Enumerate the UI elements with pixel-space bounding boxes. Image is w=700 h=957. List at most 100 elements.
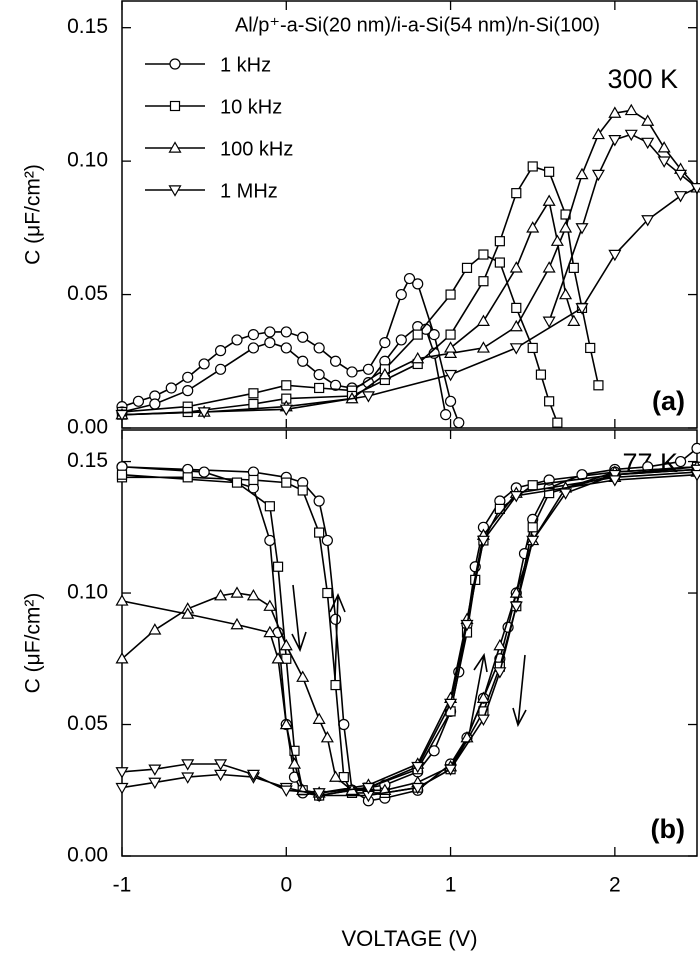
- marker: [248, 388, 259, 399]
- arrow-up: [329, 593, 346, 681]
- marker: [657, 156, 671, 168]
- marker: [361, 782, 375, 795]
- marker: [585, 342, 596, 354]
- arrow-down: [512, 654, 527, 728]
- marker: [314, 527, 325, 538]
- marker: [412, 278, 424, 290]
- marker: [279, 785, 293, 797]
- x-tick-label: 0: [280, 874, 292, 897]
- marker: [148, 764, 162, 776]
- marker: [527, 161, 538, 172]
- marker: [346, 366, 358, 378]
- marker: [674, 169, 688, 182]
- y-axis-label: C (μF/cm²): [22, 593, 45, 694]
- marker: [181, 607, 195, 619]
- marker: [428, 745, 440, 757]
- marker: [476, 535, 490, 548]
- chart-title: Al/p⁺-a-Si(20 nm)/i-a-Si(54 nm)/n-Si(100…: [235, 14, 600, 36]
- marker: [312, 788, 326, 800]
- series-line: [121, 468, 698, 797]
- x-tick-label: -1: [113, 874, 132, 897]
- legend-label: 100 kHz: [220, 138, 293, 160]
- marker: [182, 371, 194, 383]
- marker: [272, 561, 284, 572]
- y-tick-label: 0.15: [67, 15, 108, 38]
- marker: [527, 480, 538, 491]
- marker: [246, 769, 260, 782]
- x-tick-label: 2: [609, 874, 621, 897]
- marker: [280, 342, 292, 354]
- marker: [198, 358, 210, 370]
- y-tick-label: 0.10: [67, 581, 108, 604]
- marker: [593, 380, 604, 391]
- marker: [509, 601, 523, 613]
- x-axis-label: VOLTAGE (V): [341, 926, 477, 951]
- marker: [264, 337, 276, 349]
- marker: [263, 599, 277, 611]
- marker: [313, 495, 325, 507]
- marker: [281, 477, 292, 488]
- marker: [279, 717, 293, 730]
- marker: [575, 223, 589, 235]
- marker: [559, 488, 573, 500]
- marker: [542, 261, 556, 273]
- legend-marker: [169, 100, 181, 112]
- marker: [289, 745, 300, 756]
- marker: [312, 712, 326, 724]
- marker: [395, 334, 407, 346]
- marker: [444, 341, 458, 353]
- marker: [361, 391, 375, 403]
- marker: [527, 342, 538, 354]
- marker: [444, 395, 457, 407]
- marker: [552, 417, 563, 428]
- marker: [329, 379, 342, 391]
- marker: [321, 534, 333, 547]
- series-line: [121, 466, 698, 794]
- marker: [511, 302, 522, 314]
- arrows: [291, 584, 527, 731]
- plot-frame: [121, 429, 698, 857]
- marker: [182, 472, 193, 483]
- marker: [281, 380, 292, 391]
- y-tick-label: 0.15: [67, 449, 108, 472]
- marker: [608, 475, 622, 487]
- marker: [279, 404, 293, 417]
- series-line: [121, 165, 600, 423]
- marker: [116, 469, 128, 480]
- marker: [478, 249, 489, 260]
- marker: [411, 761, 425, 774]
- legend-label: 10 kHz: [220, 96, 282, 118]
- marker: [246, 588, 260, 601]
- marker: [271, 652, 285, 664]
- marker: [494, 257, 505, 268]
- marker: [248, 398, 259, 410]
- marker: [287, 757, 302, 769]
- marker: [115, 767, 129, 779]
- marker: [214, 345, 227, 357]
- marker: [296, 670, 310, 682]
- marker: [509, 319, 523, 332]
- marker: [509, 491, 523, 503]
- marker: [445, 289, 456, 300]
- marker: [248, 474, 259, 486]
- marker: [691, 442, 700, 455]
- marker: [329, 613, 342, 625]
- marker: [591, 169, 605, 182]
- marker: [641, 137, 655, 150]
- marker: [264, 326, 276, 338]
- marker: [115, 782, 129, 795]
- marker: [263, 625, 277, 638]
- marker: [329, 770, 343, 782]
- legend-marker: [168, 185, 182, 197]
- series-line: [121, 447, 698, 802]
- panel-label: (b): [651, 814, 685, 844]
- marker: [494, 236, 505, 247]
- y-tick-label: 0.05: [67, 712, 108, 735]
- y-tick-label: 0.10: [67, 149, 108, 172]
- marker: [329, 355, 342, 367]
- marker: [297, 485, 308, 496]
- marker: [165, 382, 177, 394]
- marker: [322, 587, 333, 599]
- marker: [453, 417, 465, 429]
